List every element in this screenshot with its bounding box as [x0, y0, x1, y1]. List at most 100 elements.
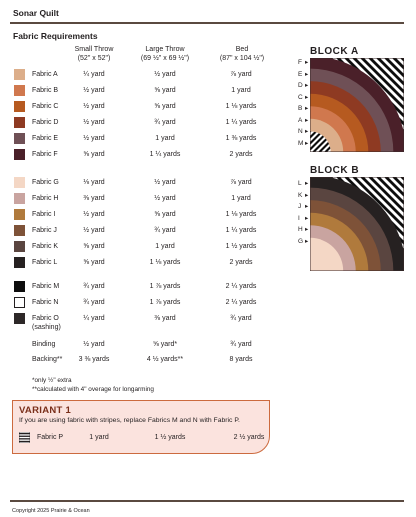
block-piece-letter: G: [298, 237, 304, 245]
fabric-row: Fabric E ½ yard 1 yard 1 ⅜ yards: [14, 133, 294, 144]
fabric-row: Fabric D ½ yard ¾ yard 1 ¼ yards: [14, 117, 294, 128]
variant-title: VARIANT 1: [19, 405, 72, 416]
yardage-large: 1 ⅞ yards: [149, 283, 181, 290]
bottom-rule: [10, 500, 404, 502]
fabric-name: Fabric G: [32, 179, 59, 186]
fabric-name: Fabric B: [32, 87, 59, 94]
fabric-swatch: [14, 257, 25, 268]
block-piece-letter: C: [298, 93, 303, 101]
fabric-swatch: [14, 85, 25, 96]
fabric-swatch: [14, 117, 25, 128]
yardage-small: ⅝ yard: [83, 151, 105, 158]
copyright: Copyright 2025 Prairie & Ocean: [12, 508, 90, 514]
yardage-bed: 1 ⅜ yards: [225, 135, 257, 142]
yardage-small: ⅛ yard: [83, 179, 105, 186]
fabric-swatch: [14, 313, 25, 324]
fabric-swatch: [14, 69, 25, 80]
fabric-row: Fabric G ⅛ yard ½ yard ⅞ yard: [14, 177, 294, 188]
yardage-small: ⅜ yard: [83, 195, 105, 202]
block-piece-letter: A: [298, 116, 303, 124]
yardage-bed: ⅞ yard: [230, 179, 252, 186]
quilt-block-diagram: [310, 177, 404, 271]
column-name: Small Throw: [74, 46, 114, 53]
fabric-row: Fabric A ¼ yard ½ yard ⅞ yard: [14, 69, 294, 80]
block-piece-letter: E: [298, 70, 303, 78]
arrow-right-icon: ▸: [305, 237, 309, 245]
extra-row: Binding ½ yard ⅝ yard* ¾ yard: [14, 339, 294, 350]
yardage-small: ½ yard: [83, 87, 105, 94]
arrow-right-icon: ▸: [305, 139, 309, 147]
fabric-row: Fabric M ¾ yard 1 ⅞ yards 2 ¼ yards: [14, 281, 294, 292]
extra-row: Backing** 3 ⅜ yards 4 ½ yards** 8 yards: [14, 354, 294, 365]
yardage-bed: ¾ yard: [230, 315, 252, 322]
fabric-name: Fabric J: [32, 227, 57, 234]
footnotes: *only ½" extra **calculated with 4" over…: [32, 376, 154, 394]
fabric-swatch: [14, 133, 25, 144]
section-title: Fabric Requirements: [13, 31, 98, 41]
yardage-bed: 8 yards: [229, 356, 253, 363]
yardage-large: ½ yard: [154, 71, 176, 78]
fabric-swatch: [14, 225, 25, 236]
fabric-swatch: [14, 281, 25, 292]
column-name: Bed: [235, 46, 249, 53]
yardage-small: ½ yard: [83, 211, 105, 218]
fabric-name: Binding: [32, 341, 56, 348]
quilt-block-diagram: [310, 58, 404, 152]
yardage-large: ⅝ yard: [154, 87, 176, 94]
yardage-bed: ¾ yard: [230, 341, 252, 348]
stripe-band: [400, 177, 404, 181]
arrow-right-icon: ▸: [305, 128, 309, 135]
fabric-row: Fabric F ⅝ yard 1 ¼ yards 2 yards: [14, 149, 294, 160]
yardage-bed: 1 ½ yards: [225, 243, 257, 250]
column-size: (52" x 52"): [77, 55, 111, 62]
stripe-band: [368, 177, 404, 213]
yardage-large: ⅝ yard: [154, 211, 176, 218]
yardage-large: 1 ⅞ yards: [149, 299, 181, 306]
page-title: Sonar Quilt: [13, 8, 59, 18]
stripe-band: [384, 177, 404, 197]
fabric-row: Fabric O (sashing) ¼ yard ⅜ yard ¾ yard: [14, 313, 294, 331]
fabric-name: Fabric L: [32, 259, 58, 266]
fabric-row: Fabric H ⅜ yard ½ yard 1 yard: [14, 193, 294, 204]
yardage-small: ½ yard: [83, 135, 105, 142]
stripe-band: [376, 58, 404, 86]
yardage-large: ½ yard: [154, 195, 176, 202]
column-header-bed: Bed (87" x 104 ½"): [210, 45, 274, 63]
variant-fabric-large: 1 ½ yards: [154, 434, 186, 441]
stripe-band: [352, 177, 404, 229]
yardage-small: ¼ yard: [83, 71, 105, 78]
yardage-large: ⅝ yard*: [152, 341, 178, 348]
fabric-swatch: [14, 149, 25, 160]
yardage-small: ½ yard: [83, 119, 105, 126]
block-piece-letter: M: [298, 139, 304, 147]
yardage-bed: ⅞ yard: [230, 71, 252, 78]
yardage-large: ¾ yard: [154, 119, 176, 126]
yardage-small: ½ yard: [83, 227, 105, 234]
block-piece-letter: K: [298, 191, 303, 199]
stripe-swatch-icon: [19, 432, 30, 443]
variant-text: If you are using fabric with stripes, re…: [19, 417, 240, 424]
fabric-swatch: [14, 241, 25, 252]
arrow-right-icon: ▸: [305, 116, 309, 124]
yardage-bed: 2 yards: [229, 151, 253, 158]
fabric-row: Fabric C ½ yard ⅝ yard 1 ⅛ yards: [14, 101, 294, 112]
yardage-small: 3 ⅜ yards: [78, 356, 110, 363]
fabric-name: Fabric I: [32, 211, 56, 218]
yardage-bed: 1 ⅛ yards: [225, 103, 257, 110]
stripe-band: [360, 177, 404, 221]
column-header-small: Small Throw (52" x 52"): [64, 45, 124, 63]
top-rule: [10, 22, 404, 24]
footnote-backing: **calculated with 4" overage for longarm…: [32, 386, 154, 393]
arrow-right-icon: ▸: [305, 93, 309, 101]
fabric-name: Fabric M: [32, 283, 60, 290]
yardage-bed: 1 yard: [231, 87, 251, 94]
arrow-right-icon: ▸: [305, 59, 309, 66]
stripe-band: [352, 58, 404, 110]
yardage-large: ⅝ yard: [154, 103, 176, 110]
yardage-large: 1 ¼ yards: [149, 151, 181, 158]
arrow-right-icon: ▸: [305, 105, 309, 112]
fabric-name: Fabric N: [32, 299, 59, 306]
fabric-name: Fabric K: [32, 243, 59, 250]
arrow-right-icon: ▸: [305, 180, 309, 187]
stripe-band: [392, 177, 404, 189]
